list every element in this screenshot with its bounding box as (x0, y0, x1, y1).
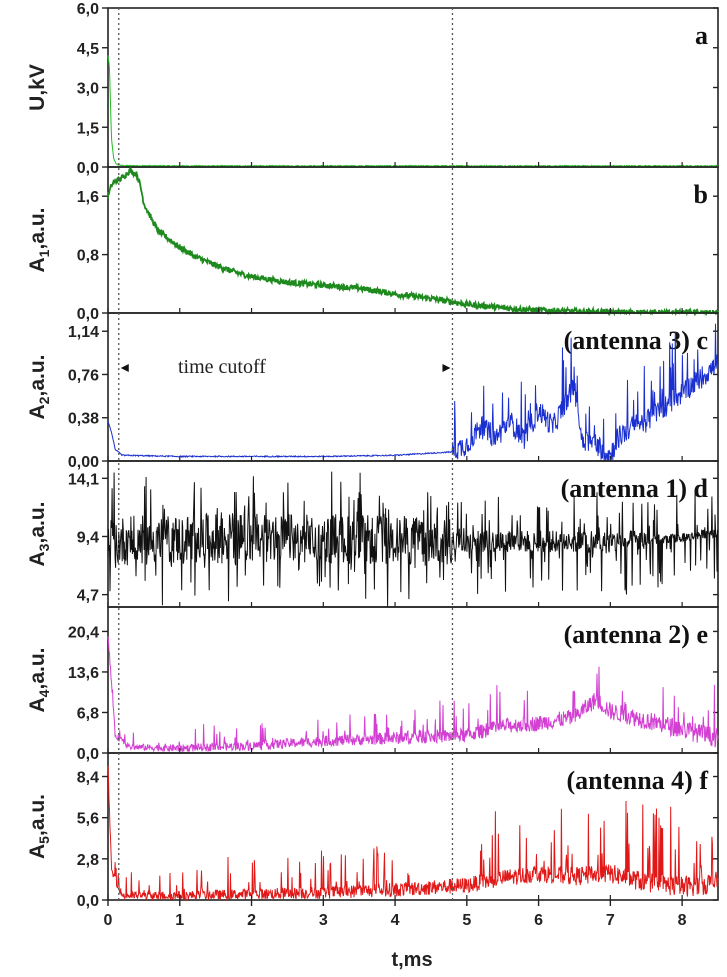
ylabel-d: A3,a.u. (26, 502, 52, 567)
series-line-d (107, 471, 719, 608)
x-axis-label: t,ms (391, 949, 432, 971)
ytick-label-c-2: 0,76 (68, 367, 99, 384)
panel-e: 0,0 6,8 13,6 20,4 A4,a.u. (antenna 2) e (26, 606, 719, 763)
ytick-label-a-1: 1,5 (77, 120, 99, 137)
x-axis: 0 1 2 3 4 5 6 7 8 (104, 900, 687, 929)
ytick-label-f-2: 5,6 (77, 811, 99, 828)
ylabel-b: A1,a.u. (26, 208, 52, 273)
panel-label-e: (antenna 2) e (564, 620, 708, 649)
ytick-label-a-4: 6,0 (77, 1, 99, 18)
xtick-label-1: 1 (175, 912, 184, 929)
panel-label-d: (antenna 1) d (561, 474, 709, 503)
panels-group: 0,01,53,04,56,0U,kVa0,00,81,6A1,a.u.b0,0… (26, 1, 719, 910)
xtick-label-8: 8 (678, 912, 687, 929)
ytick-label-b-2: 1,6 (77, 189, 99, 206)
ytick-label-a-3: 4,5 (77, 41, 99, 58)
series-line-e (107, 636, 719, 754)
ytick-label-c-3: 1,14 (68, 324, 99, 341)
time-markers (118, 8, 454, 900)
ylabel-f: A5,a.u. (26, 794, 52, 859)
panel-label-c: (antenna 3) c (564, 326, 708, 355)
ytick-label-f-1: 2,8 (77, 852, 99, 869)
xtick-label-2: 2 (247, 912, 256, 929)
annotation-arrow-right (442, 364, 451, 372)
ytick-label-f-0: 0,0 (77, 893, 99, 910)
ytick-label-d-2: 14,1 (68, 471, 99, 488)
panel-label-a: a (695, 21, 708, 50)
ylabel-a: U,kV (26, 64, 49, 111)
annotation-arrow-left (120, 364, 129, 372)
ytick-label-c-1: 0,38 (68, 411, 99, 428)
xtick-label-0: 0 (104, 912, 113, 929)
ytick-label-b-0: 0,0 (77, 306, 99, 323)
panel-c: 0,00 0,38 0,76 1,14 A2,a.u. (antenna 3) c (26, 312, 719, 471)
ytick-label-e-1: 6,8 (77, 705, 99, 722)
ytick-label-e-3: 20,4 (68, 624, 99, 641)
panel-label-b: b (694, 180, 708, 209)
ytick-label-a-2: 3,0 (77, 81, 99, 98)
panel-a: 0,0 1,5 3,0 4,5 6,0 U,kV a (26, 1, 719, 177)
series-line-f (107, 765, 719, 902)
series-line-b (107, 166, 719, 317)
time-cutoff-annotation: time cutoff (120, 356, 451, 378)
panel-label-f: (antenna 4) f (566, 766, 708, 795)
panel-d: 4,7 9,4 14,1 A3,a.u. (antenna 1) d (26, 460, 719, 608)
xtick-label-6: 6 (534, 912, 543, 929)
time-cutoff-label: time cutoff (178, 356, 266, 378)
ytick-label-e-0: 0,0 (77, 746, 99, 763)
xtick-label-7: 7 (606, 912, 615, 929)
xtick-label-3: 3 (319, 912, 328, 929)
panel-f: 0,0 2,8 5,6 8,4 A5,a.u. (antenna 4) f (26, 752, 719, 910)
ytick-label-c-0: 0,00 (68, 454, 99, 471)
ytick-label-e-2: 13,6 (68, 665, 99, 682)
xtick-label-5: 5 (462, 912, 471, 929)
xtick-label-4: 4 (391, 912, 400, 929)
series-line-c (107, 323, 719, 462)
ytick-label-b-1: 0,8 (77, 248, 99, 265)
ytick-label-f-3: 8,4 (77, 770, 99, 787)
panel-frame-b (107, 166, 719, 314)
series-line-a (107, 55, 719, 168)
ytick-label-a-0: 0,0 (77, 160, 99, 177)
ytick-label-d-0: 4,7 (77, 588, 99, 605)
ylabel-c: A2,a.u. (26, 355, 52, 420)
panel-b: 0,0 0,8 1,6 A1,a.u. b (26, 166, 719, 323)
ytick-label-d-1: 9,4 (77, 529, 99, 546)
ylabel-e: A4,a.u. (26, 648, 52, 713)
panel-frame-f (107, 752, 719, 901)
panel-frame-a (107, 7, 719, 168)
